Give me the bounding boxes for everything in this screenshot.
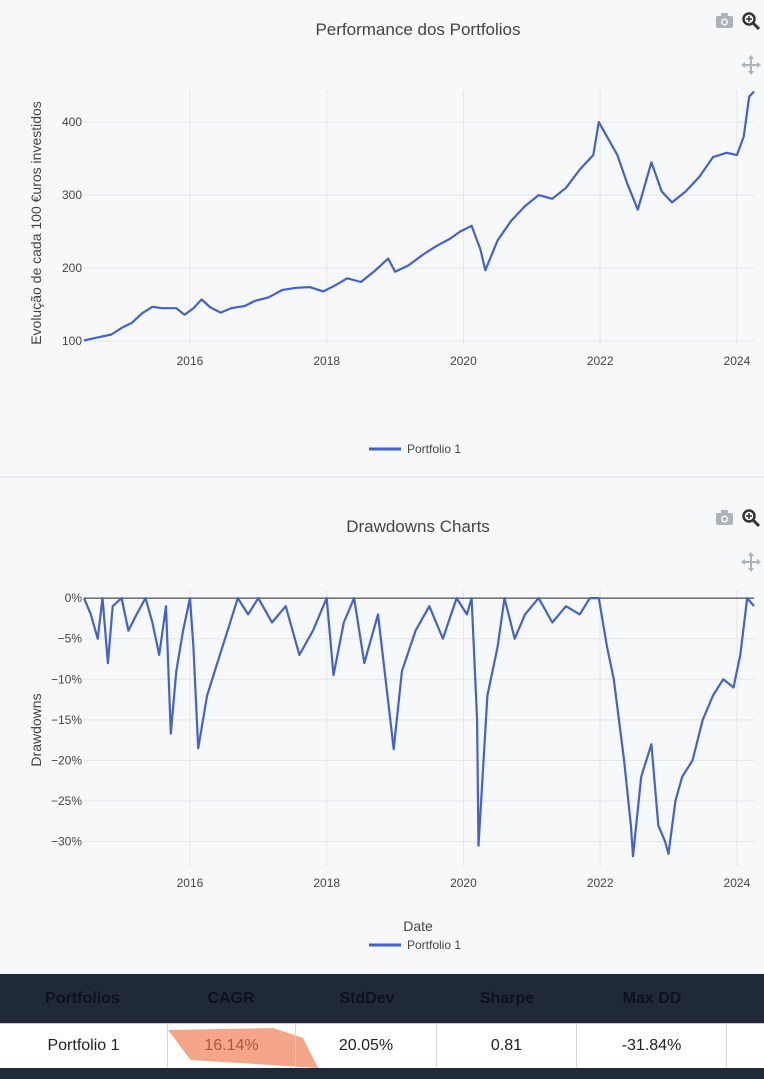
cell-stddev: 20.05% bbox=[296, 1024, 437, 1068]
y-tick-label: 400 bbox=[62, 115, 82, 129]
x-axis: 2016 2018 2020 2022 2024 bbox=[177, 876, 751, 890]
y-axis-title: Evolução de cada 100 €uros investidos bbox=[28, 101, 44, 345]
y-tick-label: 100 bbox=[62, 334, 82, 348]
y-axis: 0% −5% −10% −15% −20% −25% −30% bbox=[51, 591, 82, 849]
pan-icon[interactable] bbox=[741, 552, 761, 572]
x-tick-label: 2022 bbox=[587, 354, 614, 368]
cell-cagr: 16.14% bbox=[168, 1024, 296, 1068]
cell-portfolio-name: Portfolio 1 bbox=[0, 1024, 168, 1068]
x-tick-label: 2020 bbox=[450, 876, 477, 890]
table-row: Portfolio 1 16.14% 20.05% 0.81 -31.84% bbox=[0, 1023, 764, 1068]
drawdown-chart-panel: Drawdowns Charts D bbox=[0, 478, 764, 974]
camera-icon[interactable] bbox=[716, 13, 733, 28]
y-tick-label: −15% bbox=[51, 713, 82, 727]
y-tick-label: 200 bbox=[62, 261, 82, 275]
drawdown-chart: Drawdowns Charts D bbox=[28, 509, 761, 952]
x-tick-label: 2016 bbox=[177, 876, 204, 890]
x-tick-label: 2024 bbox=[724, 876, 751, 890]
grid bbox=[84, 590, 754, 866]
chart-title: Performance dos Portfolios bbox=[315, 20, 520, 39]
legend[interactable]: Portfolio 1 bbox=[369, 442, 461, 456]
y-tick-label: −25% bbox=[51, 794, 82, 808]
y-tick-label: −30% bbox=[51, 835, 82, 849]
series-line-portfolio-1[interactable] bbox=[82, 597, 755, 858]
stats-table: Portfolios CAGR StdDev Sharpe Max DD Por… bbox=[0, 974, 764, 1079]
x-tick-label: 2018 bbox=[313, 876, 340, 890]
y-tick-label: 300 bbox=[62, 188, 82, 202]
table-footer bbox=[0, 1068, 764, 1079]
modebar bbox=[716, 509, 761, 572]
column-header-sharpe[interactable]: Sharpe bbox=[479, 990, 535, 1007]
chart-title: Drawdowns Charts bbox=[346, 517, 490, 536]
column-header-max-dd[interactable]: Max DD bbox=[622, 990, 682, 1007]
legend[interactable]: Portfolio 1 bbox=[369, 938, 461, 952]
table-header: Portfolios CAGR StdDev Sharpe Max DD bbox=[0, 974, 764, 1023]
y-axis-title: Drawdowns bbox=[28, 693, 44, 766]
modebar bbox=[716, 12, 761, 75]
zoom-icon[interactable] bbox=[742, 12, 761, 31]
pan-icon[interactable] bbox=[741, 55, 761, 75]
column-header-stddev[interactable]: StdDev bbox=[339, 990, 395, 1007]
cell-empty bbox=[727, 1024, 764, 1068]
camera-icon[interactable] bbox=[716, 510, 733, 525]
panel-divider bbox=[0, 476, 764, 478]
column-header-cagr[interactable]: CAGR bbox=[207, 990, 255, 1007]
y-tick-label: −10% bbox=[51, 672, 82, 686]
y-axis: 100 200 300 400 bbox=[62, 115, 82, 348]
x-tick-label: 2024 bbox=[724, 354, 751, 368]
series-area bbox=[82, 597, 755, 858]
grid bbox=[84, 90, 754, 344]
y-tick-label: −5% bbox=[58, 632, 83, 646]
performance-chart: Performance dos Portfolios bbox=[28, 12, 761, 456]
cell-max-dd: -31.84% bbox=[577, 1024, 727, 1068]
series-area bbox=[83, 90, 755, 342]
x-tick-label: 2016 bbox=[177, 354, 204, 368]
x-axis-title: Date bbox=[403, 918, 433, 934]
x-tick-label: 2018 bbox=[313, 354, 340, 368]
x-tick-label: 2022 bbox=[587, 876, 614, 890]
cell-sharpe: 0.81 bbox=[437, 1024, 577, 1068]
column-header-portfolios[interactable]: Portfolios bbox=[45, 990, 120, 1007]
series-line-portfolio-1[interactable] bbox=[83, 90, 755, 342]
x-axis: 2016 2018 2020 2022 2024 bbox=[177, 354, 751, 368]
legend-label: Portfolio 1 bbox=[407, 938, 461, 952]
y-tick-label: −20% bbox=[51, 753, 82, 767]
zoom-icon[interactable] bbox=[742, 509, 761, 528]
y-tick-label: 0% bbox=[65, 591, 83, 605]
x-tick-label: 2020 bbox=[450, 354, 477, 368]
legend-label: Portfolio 1 bbox=[407, 442, 461, 456]
performance-chart-panel: Performance dos Portfolios bbox=[0, 0, 764, 476]
